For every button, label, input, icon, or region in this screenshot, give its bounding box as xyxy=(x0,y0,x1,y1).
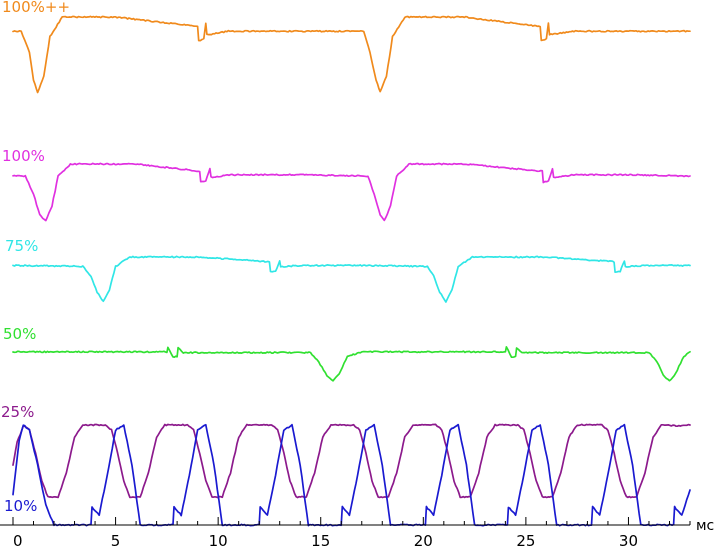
x-tick-label: 0 xyxy=(13,532,23,550)
x-tick-label: 15 xyxy=(311,532,330,550)
series-layer xyxy=(12,15,691,527)
series-label-layer: 100%++ 100% 75% 50% 25% 10% xyxy=(1,0,70,515)
series-label-5: 25% xyxy=(1,403,34,421)
x-tick-label: 30 xyxy=(619,532,638,550)
series-line-1 xyxy=(12,15,691,94)
series-line-5 xyxy=(12,423,691,499)
series-line-4 xyxy=(12,346,691,382)
series-label-6: 10% xyxy=(4,497,37,515)
series-label-2: 100% xyxy=(2,147,45,165)
x-axis: мс 0 5 10 15 20 25 30 xyxy=(0,517,714,550)
x-tick-label: 5 xyxy=(111,532,121,550)
series-label-4: 50% xyxy=(3,325,36,343)
series-label-3: 75% xyxy=(5,237,38,255)
x-axis-unit-label: мс xyxy=(696,518,714,534)
x-tick-label: 25 xyxy=(516,532,535,550)
series-line-2 xyxy=(12,162,691,222)
series-line-3 xyxy=(12,255,691,303)
x-tick-label: 10 xyxy=(209,532,228,550)
x-tick-label: 20 xyxy=(414,532,433,550)
series-line-6 xyxy=(12,423,691,527)
series-label-1: 100%++ xyxy=(2,0,70,16)
